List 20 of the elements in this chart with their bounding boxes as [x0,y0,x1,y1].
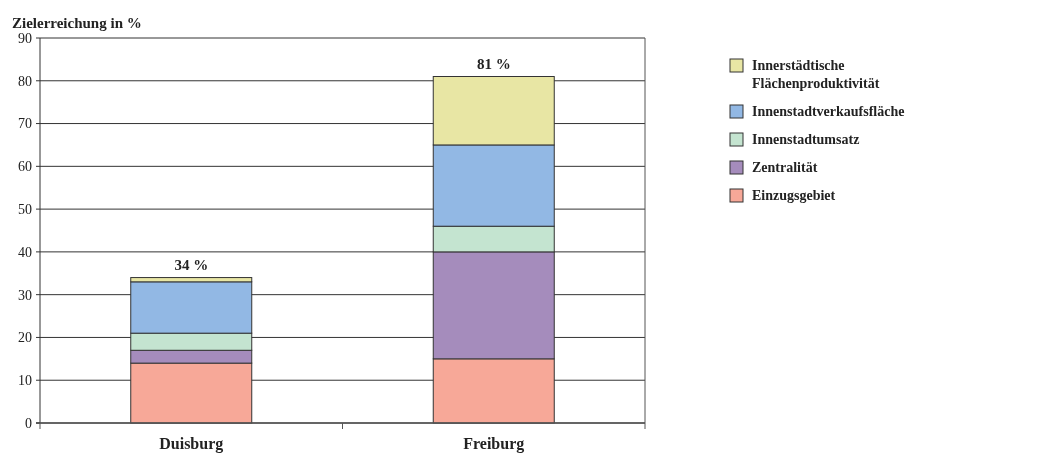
y-tick-label: 80 [18,73,32,89]
y-tick-label: 40 [18,244,32,260]
y-tick-label: 0 [25,415,32,431]
y-tick-label: 50 [18,202,32,218]
y-tick-label: 90 [18,30,32,46]
total-label: 34 % [174,256,209,273]
y-tick-label: 10 [18,373,32,389]
legend-label: Innerstädtische Flächenproduktivität [752,58,880,91]
legend-label: Einzugsgebiet [752,188,836,203]
y-tick-label: 20 [18,330,32,346]
y-tick-label: 70 [18,116,32,132]
x-tick-label: Freiburg [463,435,525,453]
legend-label: Innenstadtumsatz [752,132,860,147]
y-tick-label: 30 [18,287,32,303]
total-label: 81 % [476,55,511,72]
y-tick-label: 60 [18,159,32,175]
legend-label: Innenstadtverkaufsfläche [752,104,905,119]
legend-label: Zentralität [752,160,818,175]
x-tick-label: Duisburg [159,435,224,453]
y-axis-title: Zielerreichung in % [12,15,142,31]
